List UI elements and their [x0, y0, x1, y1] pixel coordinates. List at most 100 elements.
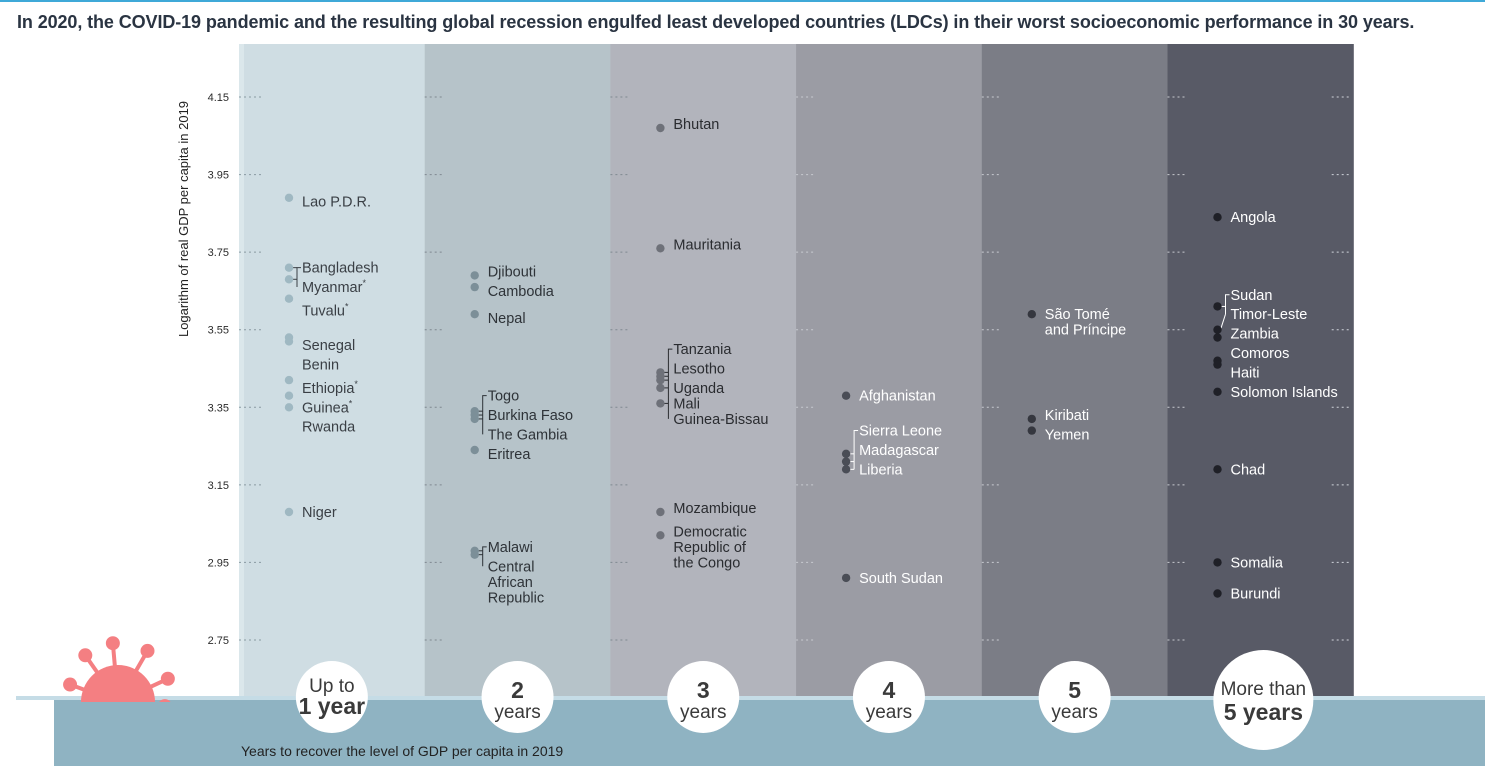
y-tick-label: 4.15 — [208, 92, 229, 104]
label-comoros: Comoros — [1231, 346, 1290, 362]
label-somalia: Somalia — [1231, 555, 1284, 571]
virus-spike-tip — [105, 636, 120, 651]
label-lao-p-d-r: Lao P.D.R. — [302, 195, 371, 211]
label-afghanistan: Afghanistan — [859, 389, 936, 405]
leader-line — [1220, 314, 1226, 330]
virus-spike-tip — [63, 677, 78, 692]
leader-line — [853, 430, 859, 470]
leader-line — [1225, 294, 1230, 315]
bubble-circle — [1213, 650, 1314, 750]
leader-line — [482, 546, 487, 567]
label-sao-tome-and-principe: São Tomé and Príncipe — [1045, 307, 1126, 339]
label-yemen: Yemen — [1045, 427, 1090, 443]
bubble-line2: years — [494, 702, 540, 723]
point-liberia — [841, 465, 851, 474]
label-haiti: Haiti — [1231, 365, 1260, 381]
point-afghanistan — [841, 391, 851, 400]
y-tick-label: 2.95 — [208, 557, 229, 569]
virus-spike-tip — [140, 643, 155, 658]
leader-line — [667, 348, 673, 419]
y-tick-label: 2.75 — [208, 635, 229, 647]
category-bubble-1: Up to1 year — [295, 661, 368, 733]
label-chad: Chad — [1231, 462, 1266, 478]
y-tick-label: 3.55 — [208, 325, 229, 337]
point-benin — [284, 337, 294, 346]
label-sudan: Sudan — [1231, 288, 1273, 304]
bubble-circle — [852, 661, 925, 733]
point-mozambique — [656, 507, 665, 517]
virus-icon — [54, 636, 184, 766]
label-madagascar: Madagascar — [859, 443, 939, 459]
point-nepal — [470, 310, 479, 319]
floor-edge — [16, 696, 1485, 700]
point-kiribati — [1027, 414, 1037, 424]
bubble-circle — [1038, 661, 1111, 733]
label-timor-leste: Timor-Leste — [1231, 307, 1308, 323]
top-accent-rule — [0, 0, 1485, 2]
label-rwanda: Rwanda — [302, 420, 356, 436]
band-1 — [239, 44, 426, 698]
label-solomon-islands: Solomon Islands — [1231, 385, 1338, 401]
point-mali — [656, 383, 665, 393]
bubble-line1: 3 — [697, 677, 710, 703]
band-edge — [239, 44, 244, 698]
point-lao-p-d-r — [284, 193, 294, 202]
label-tanzania: Tanzania — [673, 342, 732, 358]
label-malawi: Malawi — [488, 540, 533, 556]
point-myanmar — [284, 275, 294, 284]
point-ethiopia — [284, 375, 294, 385]
leader-line — [482, 395, 487, 435]
label-mali: Mali — [673, 396, 700, 412]
bubble-line2: years — [1051, 702, 1097, 723]
label-djibouti: Djibouti — [488, 265, 536, 281]
label-bhutan: Bhutan — [673, 117, 719, 133]
bubble-line1: 4 — [883, 677, 896, 703]
point-south-sudan — [841, 573, 851, 583]
label-uganda: Uganda — [673, 381, 725, 397]
label-democratic-republic-of-the-congo: Democratic Republic of the Congo — [673, 524, 747, 571]
point-bangladesh — [284, 263, 294, 272]
bubble-line2: years — [866, 702, 912, 723]
label-cambodia: Cambodia — [488, 284, 555, 300]
point-madagascar — [841, 457, 851, 466]
bubble-line2: 1 year — [299, 693, 366, 719]
label-eritrea: Eritrea — [488, 447, 532, 463]
band-2 — [424, 44, 611, 698]
label-sierra-leone: Sierra Leone — [859, 424, 942, 440]
label-ethiopia: Ethiopia* — [302, 379, 358, 397]
bubble-line1: 5 — [1068, 677, 1081, 703]
point-mauritania — [656, 244, 665, 253]
point-somalia — [1213, 558, 1222, 567]
band-6 — [1167, 44, 1354, 698]
point-sudan — [1213, 302, 1222, 311]
point-angola — [1213, 213, 1222, 222]
point-sierra-leone — [841, 449, 851, 458]
label-burkina-faso: Burkina Faso — [488, 408, 573, 424]
point-the-gambia — [470, 414, 479, 424]
bubble-line1: Up to — [309, 676, 354, 697]
virus-spike-tip — [160, 671, 175, 686]
label-angola: Angola — [1231, 210, 1277, 226]
label-the-gambia: The Gambia — [488, 427, 569, 443]
label-lesotho: Lesotho — [673, 362, 725, 378]
point-uganda — [656, 375, 665, 385]
band-5 — [981, 44, 1169, 698]
label-niger: Niger — [302, 505, 337, 521]
label-tuvalu: Tuvalu* — [302, 301, 349, 319]
label-zambia: Zambia — [1231, 327, 1280, 343]
point-yemen — [1027, 426, 1037, 435]
label-burundi: Burundi — [1231, 587, 1281, 603]
point-solomon-islands — [1213, 387, 1222, 396]
label-nepal: Nepal — [488, 311, 526, 327]
label-south-sudan: South Sudan — [859, 571, 943, 587]
y-tick-label: 3.75 — [208, 247, 229, 259]
bubble-circle — [481, 661, 554, 733]
point-sao-tome-and-principe — [1027, 310, 1037, 319]
label-myanmar: Myanmar* — [302, 278, 366, 296]
virus-mask — [54, 702, 184, 766]
